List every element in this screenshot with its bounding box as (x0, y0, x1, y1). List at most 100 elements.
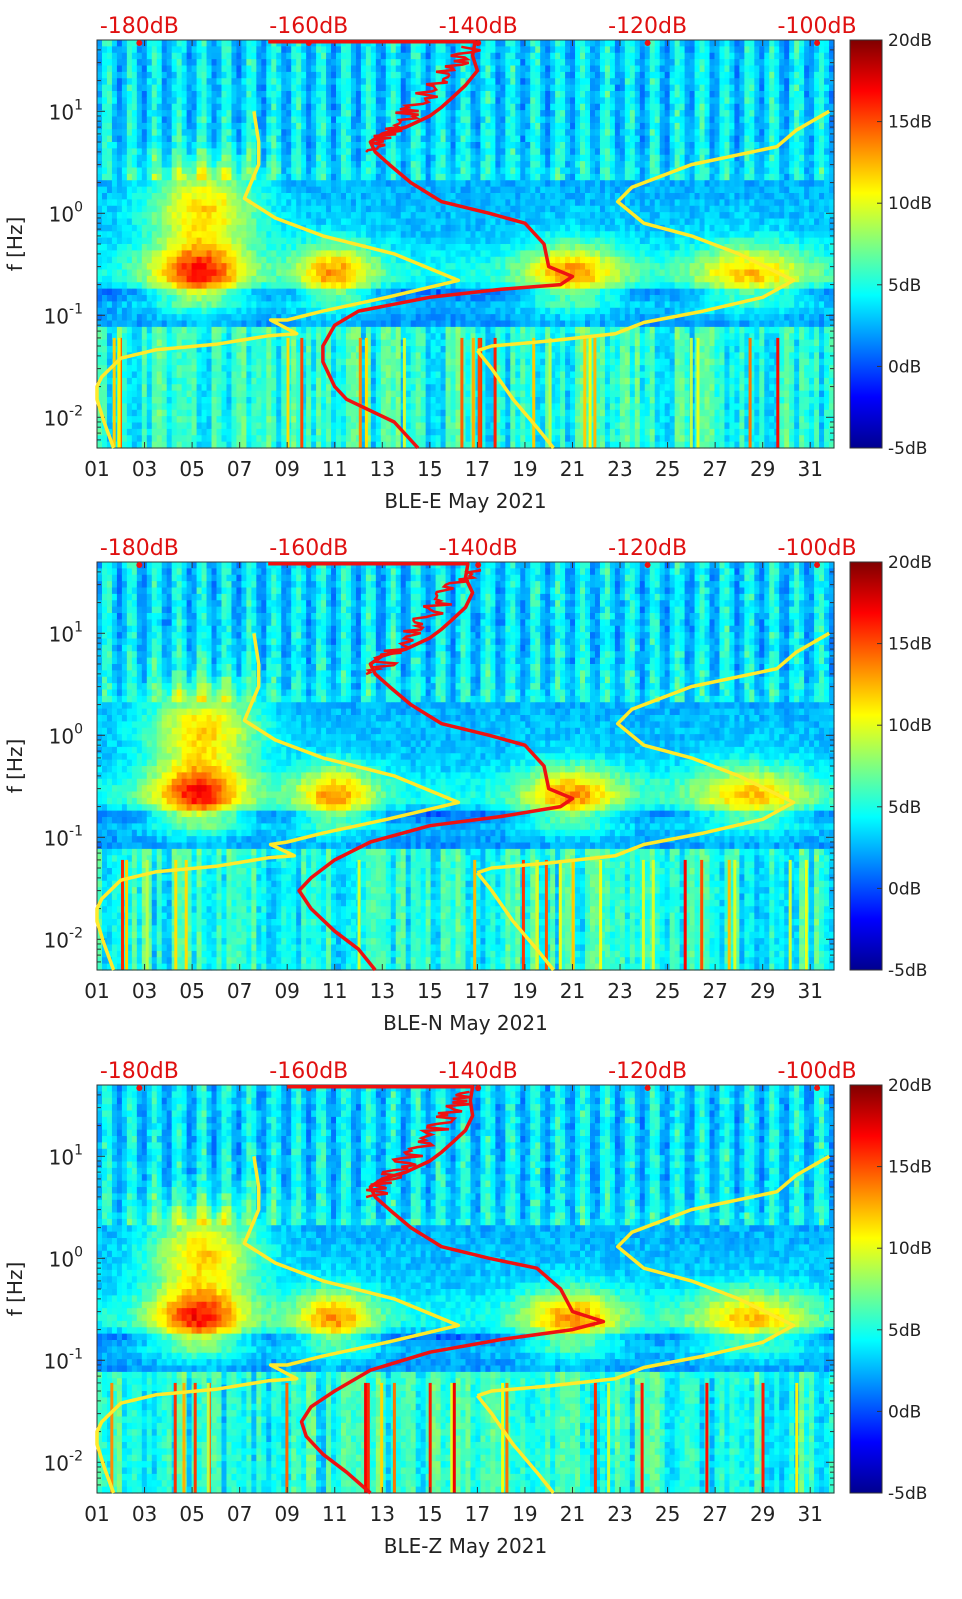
x-axis-label: BLE-N May 2021 (383, 1011, 548, 1035)
top-db-label: -100dB (778, 536, 857, 561)
psd-curve-red-jitter (365, 1090, 471, 1199)
x-tick-label: 07 (227, 979, 252, 1003)
y-tick-label: 10-2 (44, 403, 83, 430)
colorbar-label: 10dB (888, 194, 932, 214)
x-tick-label: 15 (417, 979, 442, 1003)
y-tick-label: 100 (49, 721, 83, 748)
x-axis-label: BLE-Z May 2021 (384, 1534, 547, 1558)
x-tick-label: 03 (132, 1502, 157, 1526)
x-tick-label: 11 (322, 457, 347, 481)
x-tick-label: 13 (370, 457, 395, 481)
colorbar-label: 5dB (888, 1321, 921, 1341)
x-tick-label: 03 (132, 979, 157, 1003)
x-tick-label: 27 (702, 979, 727, 1003)
x-tick-label: 25 (655, 979, 680, 1003)
y-axis-label: f [Hz] (3, 739, 27, 794)
y-tick-label: 101 (49, 1142, 83, 1169)
colorbar (849, 1084, 883, 1494)
x-tick-label: 17 (465, 979, 490, 1003)
x-tick-label: 31 (797, 979, 822, 1003)
colorbar-label: 20dB (888, 1076, 932, 1096)
top-db-label: -120dB (608, 1059, 687, 1084)
noise-model-curve-yellow (476, 109, 831, 353)
panel-e: 01 03 05 07 09 11 13 15 17 19 21 23 25 27 29 31 10-2 10-1… (3, 14, 932, 513)
y-tick-label: 10-1 (44, 1346, 83, 1373)
x-axis-label: BLE-E May 2021 (384, 489, 546, 513)
noise-model-curve-yellow (95, 1156, 461, 1494)
x-tick-label: 07 (227, 1502, 252, 1526)
psd-curve-red (287, 1085, 606, 1495)
x-tick-label: 29 (750, 457, 775, 481)
x-tick-label: 01 (84, 979, 109, 1003)
colorbar-label: 10dB (888, 716, 932, 736)
y-tick-label: 101 (49, 619, 83, 646)
x-tick-label: 17 (465, 457, 490, 481)
spectrogram-heatmap (97, 562, 835, 971)
colorbar-label: 5dB (888, 276, 921, 296)
x-tick-label: 15 (417, 1502, 442, 1526)
top-db-label: -140dB (439, 1059, 518, 1084)
x-tick-label: 23 (607, 457, 632, 481)
top-db-label: -160dB (269, 1059, 348, 1084)
x-tick-label: 05 (179, 457, 204, 481)
colorbar-label: -5dB (888, 439, 927, 459)
y-axis-label: f [Hz] (3, 1262, 27, 1317)
y-tick-label: 100 (49, 1244, 83, 1271)
colorbar-label: 15dB (888, 113, 932, 133)
top-db-label: -160dB (269, 536, 348, 561)
y-tick-label: 10-1 (44, 301, 83, 328)
y-tick-label: 101 (49, 97, 83, 124)
x-tick-label: 27 (702, 457, 727, 481)
top-db-label: -100dB (778, 14, 857, 39)
colorbar (849, 39, 883, 449)
top-db-label: -140dB (439, 536, 518, 561)
spectrogram-heatmap (97, 1085, 835, 1494)
colorbar (849, 561, 883, 971)
top-db-label: -180dB (100, 14, 179, 39)
x-tick-label: 21 (560, 1502, 585, 1526)
colorbar-label: 0dB (888, 879, 921, 899)
top-db-label: -160dB (269, 14, 348, 39)
x-tick-label: 19 (512, 1502, 537, 1526)
x-tick-label: 09 (274, 1502, 299, 1526)
noise-model-curve-yellow (95, 111, 461, 449)
colorbar-label: 5dB (888, 798, 921, 818)
top-db-label: -100dB (778, 1059, 857, 1084)
colorbar-label: 20dB (888, 31, 932, 51)
colorbar-label: 15dB (888, 635, 932, 655)
x-tick-label: 01 (84, 457, 109, 481)
x-tick-label: 21 (560, 979, 585, 1003)
x-tick-label: 31 (797, 1502, 822, 1526)
x-tick-label: 23 (607, 1502, 632, 1526)
top-db-label: -120dB (608, 14, 687, 39)
y-tick-label: 10-1 (44, 823, 83, 850)
colorbar-label: 10dB (888, 1239, 932, 1259)
colorbar-label: -5dB (888, 961, 927, 981)
x-tick-label: 13 (370, 979, 395, 1003)
y-tick-label: 10-2 (44, 925, 83, 952)
top-db-label: -120dB (608, 536, 687, 561)
x-tick-label: 05 (179, 979, 204, 1003)
x-tick-label: 09 (274, 979, 299, 1003)
y-tick-label: 10-2 (44, 1448, 83, 1475)
panel-z: 01 03 05 07 09 11 13 15 17 19 21 23 25 27 29 31 10-2 10-1… (3, 1059, 932, 1558)
psd-curve-red (268, 562, 575, 972)
x-tick-label: 15 (417, 457, 442, 481)
psd-curve-red (268, 40, 575, 450)
x-tick-label: 05 (179, 1502, 204, 1526)
x-tick-label: 29 (750, 979, 775, 1003)
colorbar-label: 0dB (888, 1402, 921, 1422)
x-tick-label: 17 (465, 1502, 490, 1526)
noise-model-curve-yellow (476, 631, 831, 875)
psd-curve-red-jitter (365, 45, 481, 153)
colorbar-label: 20dB (888, 553, 932, 573)
x-tick-label: 13 (370, 1502, 395, 1526)
x-tick-label: 23 (607, 979, 632, 1003)
x-tick-label: 25 (655, 457, 680, 481)
noise-model-curve-yellow (476, 1154, 831, 1398)
x-tick-label: 19 (512, 979, 537, 1003)
spectrogram-heatmap (97, 40, 835, 449)
noise-model-curve-yellow (476, 871, 555, 972)
y-tick-label: 100 (49, 199, 83, 226)
